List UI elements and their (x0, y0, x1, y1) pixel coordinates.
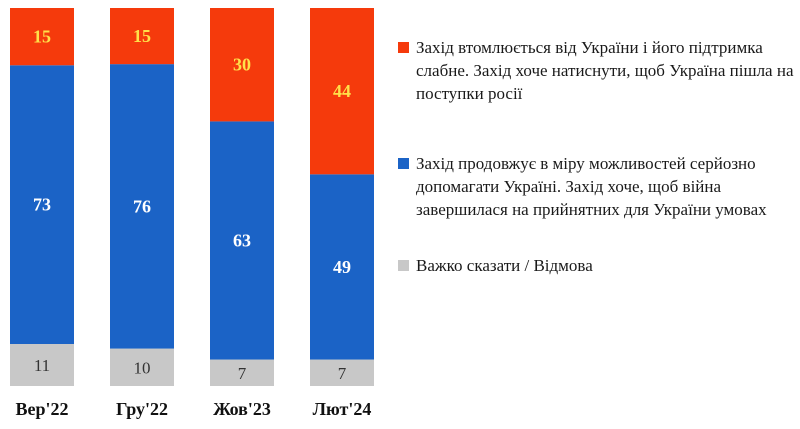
legend-label-west-helps: Захід продовжує в міру можливостей серйо… (416, 154, 767, 219)
category-label-zhov23: Жов'23 (213, 399, 271, 419)
bar-hru22-west-helps (110, 64, 174, 349)
bar-ver22-hard-to-say (10, 344, 74, 386)
legend-item-west-helps: Захід продовжує в міру можливостей серйо… (398, 152, 798, 221)
bar-liut24-hard-to-say (310, 359, 374, 386)
data-label-liut24-west-helps: 49 (333, 257, 351, 277)
data-label-zhov23-hard-to-say: 7 (238, 364, 247, 383)
data-label-hru22-west-helps: 76 (133, 196, 151, 216)
chart-svg: 11 73 15 Вер'22 10 76 15 Гру'22 7 63 30 Жов'23 7 49 44… (10, 8, 374, 419)
bar-hru22-hard-to-say (110, 348, 174, 386)
legend: Захід втомлюється від України і його під… (398, 36, 798, 277)
legend-label-west-tired: Захід втомлюється від України і його під… (416, 38, 794, 103)
bar-liut24-west-tired (310, 8, 374, 175)
data-label-ver22-hard-to-say: 11 (34, 356, 50, 375)
data-label-ver22-west-tired: 15 (33, 27, 51, 47)
category-label-liut24: Лют'24 (313, 399, 372, 419)
data-label-zhov23-west-tired: 30 (233, 55, 251, 75)
category-label-ver22: Вер'22 (15, 399, 68, 419)
data-label-hru22-west-tired: 15 (133, 26, 151, 46)
data-label-liut24-west-tired: 44 (333, 81, 351, 101)
stacked-bar-chart: 11 73 15 Вер'22 10 76 15 Гру'22 7 63 30 Жов'23 7 49 44… (10, 8, 374, 419)
data-label-liut24-hard-to-say: 7 (338, 364, 347, 383)
legend-swatch-west-helps (398, 158, 409, 169)
legend-label-hard-to-say: Важко сказати / Відмова (416, 256, 593, 275)
legend-swatch-west-tired (398, 42, 409, 53)
legend-swatch-hard-to-say (398, 260, 409, 271)
bar-hru22-west-tired (110, 8, 174, 65)
bar-zhov23-west-tired (210, 8, 274, 122)
bar-ver22-west-helps (10, 65, 74, 344)
data-label-hru22-hard-to-say: 10 (134, 358, 151, 377)
data-label-zhov23-west-helps: 63 (233, 230, 251, 250)
bar-zhov23-west-helps (210, 121, 274, 360)
bar-ver22-west-tired (10, 8, 74, 66)
legend-item-hard-to-say: Важко сказати / Відмова (398, 254, 798, 277)
category-label-hru22: Гру'22 (116, 399, 168, 419)
bar-liut24-west-helps (310, 174, 374, 360)
data-label-ver22-west-helps: 73 (33, 195, 51, 215)
bar-zhov23-hard-to-say (210, 359, 274, 386)
legend-item-west-tired: Захід втомлюється від України і його під… (398, 36, 798, 105)
